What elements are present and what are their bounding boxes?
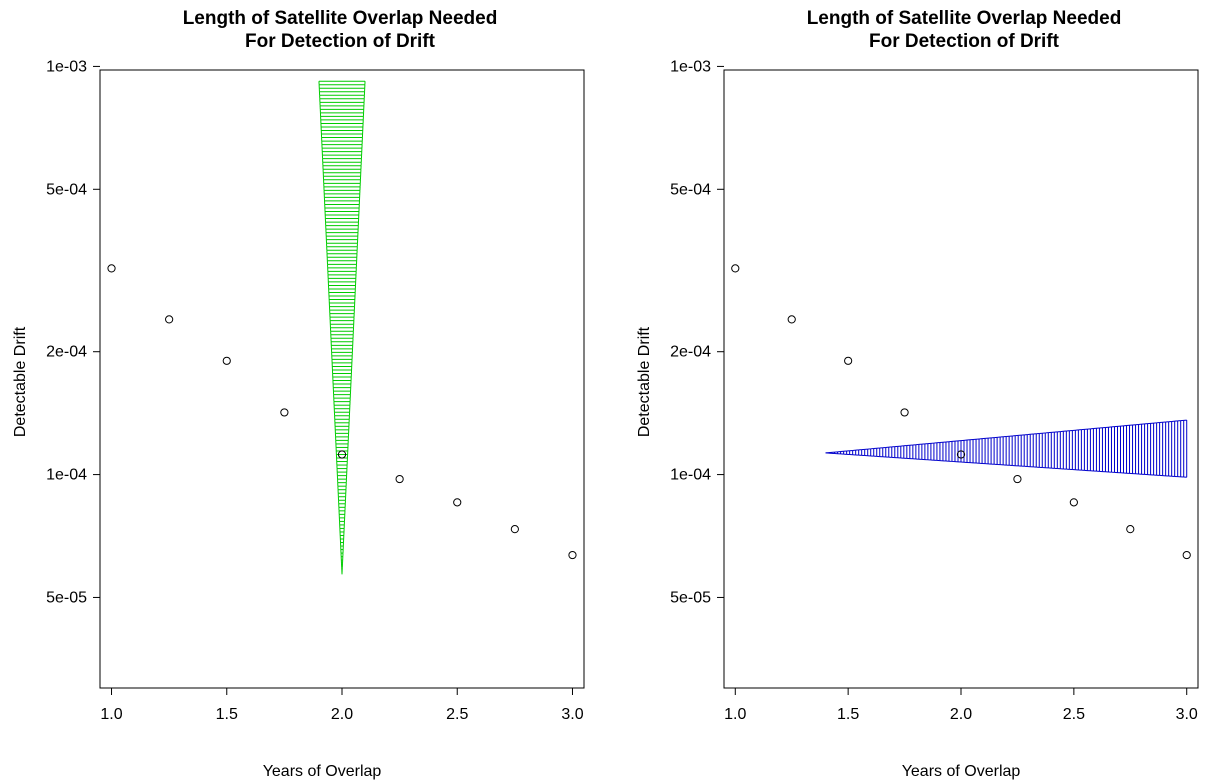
- y-tick-label: 1e-03: [46, 58, 87, 75]
- x-tick-label: 2.5: [446, 706, 468, 723]
- overlay-wedge: [319, 81, 365, 574]
- y-tick-label: 5e-05: [46, 589, 87, 606]
- overlay-wedge: [826, 420, 1187, 477]
- y-tick-label: 1e-04: [46, 467, 87, 484]
- chart-title: Length of Satellite Overlap Needed For De…: [807, 8, 1122, 52]
- x-tick-label: 1.5: [837, 706, 859, 723]
- data-point: [1127, 526, 1134, 533]
- data-point: [454, 499, 461, 506]
- x-axis-label: Years of Overlap: [263, 763, 382, 780]
- x-tick-label: 3.0: [561, 706, 583, 723]
- data-point: [845, 357, 852, 364]
- y-tick-label: 5e-05: [670, 589, 711, 606]
- x-tick-label: 1.5: [216, 706, 238, 723]
- x-tick-label: 2.0: [950, 706, 972, 723]
- y-tick-label: 5e-04: [670, 181, 711, 198]
- y-axis-label: Detectable Drift: [12, 326, 29, 437]
- y-tick-label: 2e-04: [670, 344, 711, 361]
- data-point: [396, 475, 403, 482]
- chart-panel-1: Length of Satellite Overlap Needed For De…: [12, 8, 584, 780]
- data-point: [901, 409, 908, 416]
- chart-title: Length of Satellite Overlap Needed For De…: [183, 8, 498, 52]
- x-tick-label: 1.0: [724, 706, 746, 723]
- y-tick-label: 2e-04: [46, 344, 87, 361]
- y-tick-label: 5e-04: [46, 181, 87, 198]
- data-point: [281, 409, 288, 416]
- data-point: [1183, 551, 1190, 558]
- data-point: [788, 316, 795, 323]
- chart-panel-2: Length of Satellite Overlap Needed For De…: [636, 8, 1198, 780]
- x-axis-label: Years of Overlap: [902, 763, 1021, 780]
- data-point: [1070, 499, 1077, 506]
- data-point: [511, 526, 518, 533]
- data-point: [166, 316, 173, 323]
- x-tick-label: 1.0: [100, 706, 122, 723]
- data-point: [569, 551, 576, 558]
- x-tick-label: 3.0: [1176, 706, 1198, 723]
- data-point: [223, 357, 230, 364]
- plot-frame: [100, 70, 584, 688]
- data-point: [108, 265, 115, 272]
- data-point: [1014, 475, 1021, 482]
- plot-frame: [724, 70, 1198, 688]
- x-tick-label: 2.5: [1063, 706, 1085, 723]
- data-point: [732, 265, 739, 272]
- y-axis-label: Detectable Drift: [636, 326, 653, 437]
- x-tick-label: 2.0: [331, 706, 353, 723]
- y-tick-label: 1e-04: [670, 467, 711, 484]
- y-tick-label: 1e-03: [670, 58, 711, 75]
